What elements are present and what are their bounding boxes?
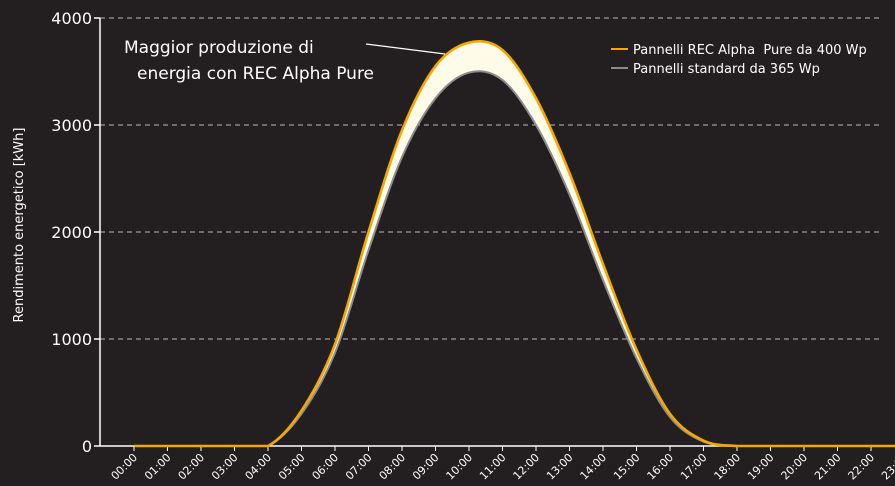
x-tick-label: 05:00: [276, 451, 308, 483]
x-tick-label: 04:00: [243, 451, 275, 483]
difference-fill: [134, 41, 895, 447]
annotation: Maggior produzione di energia con REC Al…: [124, 38, 446, 84]
series-line-rec-alpha-pure: [133, 40, 895, 448]
x-tick-label: 22:00: [846, 451, 878, 483]
y-tick-label: 4000: [51, 9, 92, 28]
grid-lines: [100, 17, 883, 340]
y-tick-label: 1000: [51, 330, 92, 349]
x-tick-label: 11:00: [477, 451, 509, 483]
legend: Pannelli REC Alpha Pure da 400 Wp Pannel…: [611, 43, 867, 77]
annotation-line-1: Maggior produzione di: [124, 38, 314, 58]
x-tick-label: 09:00: [410, 451, 442, 483]
y-tick-label: 2000: [51, 223, 92, 242]
x-tick-label: 08:00: [377, 451, 409, 483]
series-lines: [133, 40, 895, 448]
x-tick-label: 15:00: [611, 451, 643, 483]
x-tick-label: 21:00: [812, 451, 844, 483]
x-tick-label: 23:00: [879, 451, 895, 483]
series-line-standard: [133, 70, 895, 448]
x-tick-label: 02:00: [176, 451, 208, 483]
x-tick-labels: 00:00 01:00 02:00 03:00 04:00 05:00 06:00 07:00…: [109, 451, 895, 483]
legend-label-rec: Pannelli REC Alpha Pure da 400 Wp: [633, 43, 867, 58]
y-tick-label: 0: [82, 437, 92, 456]
x-tick-label: 10:00: [444, 451, 476, 483]
legend-label-standard: Pannelli standard da 365 Wp: [633, 62, 820, 77]
x-tick-label: 20:00: [779, 451, 811, 483]
x-tick-label: 00:00: [109, 451, 141, 483]
y-tick-label: 3000: [51, 116, 92, 135]
x-tick-label: 19:00: [745, 451, 777, 483]
difference-area: [134, 41, 895, 447]
annotation-line-2: energia con REC Alpha Pure: [137, 64, 374, 84]
x-tick-label: 18:00: [712, 451, 744, 483]
y-axis-label: Rendimento energetico [kWh]: [12, 128, 27, 323]
x-tick-label: 06:00: [310, 451, 342, 483]
x-tick-label: 12:00: [511, 451, 543, 483]
y-tick-labels: 0 1000 2000 3000 4000: [51, 9, 92, 456]
x-tick-label: 07:00: [343, 451, 375, 483]
x-tick-label: 01:00: [142, 451, 174, 483]
x-tick-label: 14:00: [578, 451, 610, 483]
annotation-pointer: [365, 43, 446, 55]
x-tick-label: 03:00: [209, 451, 241, 483]
x-tick-label: 13:00: [544, 451, 576, 483]
x-tick-label: 17:00: [678, 451, 710, 483]
x-tick-label: 16:00: [645, 451, 677, 483]
